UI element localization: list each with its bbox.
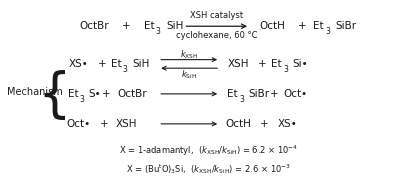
Text: +: + [98, 59, 107, 69]
Text: XSH catalyst: XSH catalyst [190, 11, 243, 20]
Text: 3: 3 [155, 27, 160, 36]
Text: OctH: OctH [259, 21, 285, 31]
Text: +: + [270, 89, 278, 99]
Text: Et: Et [313, 21, 324, 31]
Text: +: + [298, 21, 306, 31]
Text: 3: 3 [325, 27, 330, 36]
Text: 3: 3 [283, 65, 288, 74]
Text: OctBr: OctBr [117, 89, 147, 99]
Text: Si•: Si• [292, 59, 308, 69]
Text: $k_\mathrm{XSH}$: $k_\mathrm{XSH}$ [180, 48, 198, 61]
Text: SiBr: SiBr [248, 89, 269, 99]
Text: +: + [122, 21, 130, 31]
Text: Et: Et [110, 59, 121, 69]
Text: XS•: XS• [69, 59, 88, 69]
Text: {: { [38, 70, 71, 122]
Text: Et: Et [271, 59, 282, 69]
Text: XSH: XSH [227, 59, 249, 69]
Text: S•: S• [88, 89, 101, 99]
Text: Mechanism: Mechanism [7, 87, 63, 97]
Text: Et: Et [68, 89, 79, 99]
Text: SiH: SiH [166, 21, 184, 31]
Text: OctBr: OctBr [80, 21, 109, 31]
Text: +: + [258, 59, 266, 69]
Text: SiH: SiH [133, 59, 150, 69]
Text: +: + [260, 119, 268, 129]
Text: 3: 3 [239, 95, 244, 104]
Text: $k_\mathrm{SiH}$: $k_\mathrm{SiH}$ [181, 69, 197, 81]
Text: SiBr: SiBr [335, 21, 356, 31]
Text: X = 1-adamantyl,  ($k_\mathrm{XSH}/k_\mathrm{SiH}$) = 6.2 × 10$^{-4}$: X = 1-adamantyl, ($k_\mathrm{XSH}/k_\mat… [119, 143, 298, 158]
Text: +: + [102, 89, 111, 99]
Text: XS•: XS• [278, 119, 298, 129]
Text: Oct•: Oct• [284, 89, 308, 99]
Text: 3: 3 [80, 95, 85, 104]
Text: OctH: OctH [225, 119, 251, 129]
Text: Et: Et [144, 21, 154, 31]
Text: +: + [100, 119, 109, 129]
Text: Oct•: Oct• [66, 119, 90, 129]
Text: X = (Bu$^\mathrm{t}$O)$_3$Si,  ($k_\mathrm{XSH}/k_\mathrm{SiH}$) = 2.6 × 10$^{-3: X = (Bu$^\mathrm{t}$O)$_3$Si, ($k_\mathr… [126, 162, 291, 176]
Text: 3: 3 [122, 65, 127, 74]
Text: XSH: XSH [116, 119, 137, 129]
Text: Et: Et [227, 89, 238, 99]
Text: cyclohexane, 60 °C: cyclohexane, 60 °C [176, 31, 257, 40]
